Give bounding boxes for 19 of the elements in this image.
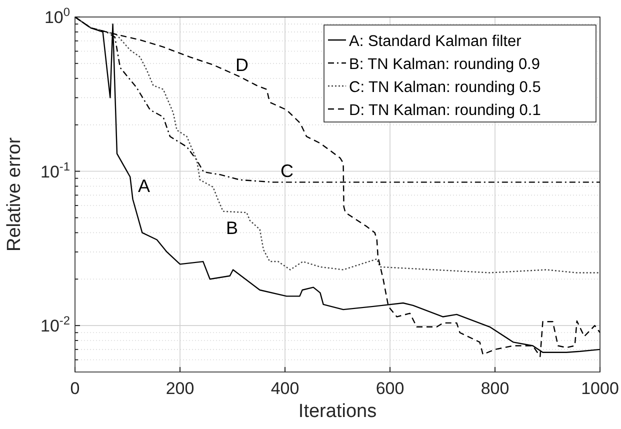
- y-axis-title: Relative error: [4, 136, 25, 252]
- annotation: B: [226, 218, 238, 238]
- x-tick-label: 600: [376, 379, 404, 398]
- x-tick-label: 200: [166, 379, 194, 398]
- annotation: C: [280, 161, 294, 181]
- legend-label: B: TN Kalman: rounding 0.9: [349, 56, 540, 73]
- x-tick-label: 1000: [581, 379, 619, 398]
- x-tick-label: 800: [480, 379, 510, 398]
- x-axis-title: Iterations: [298, 401, 377, 422]
- annotation: D: [236, 55, 248, 75]
- legend-label: A: Standard Kalman filter: [349, 33, 522, 50]
- y-tick-label: 10$^{-2}$: [40, 314, 70, 336]
- annotation: A: [138, 176, 150, 196]
- y-tick-label: 10$^{-1}$: [40, 159, 70, 182]
- y-tick-label: 10$^{0}$: [44, 5, 70, 27]
- legend-label: C: TN Kalman: rounding 0.5: [349, 79, 541, 96]
- x-tick-label: 400: [270, 379, 300, 398]
- x-tick-label: 0: [70, 379, 80, 398]
- legend-label: D: TN Kalman: rounding 0.1: [349, 102, 541, 119]
